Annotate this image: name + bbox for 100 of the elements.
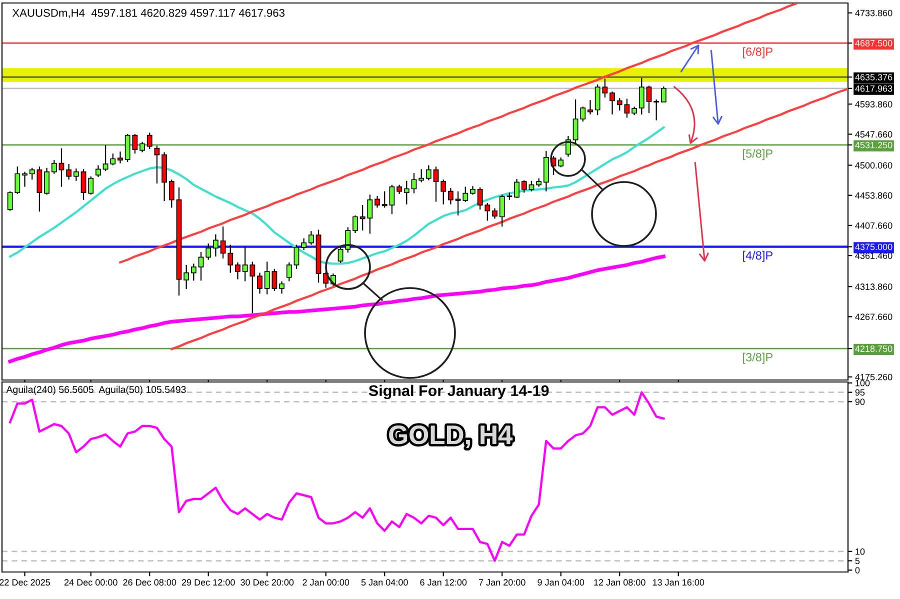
candlestick	[73, 168, 79, 182]
candlestick	[308, 230, 314, 246]
line-series	[170, 88, 848, 350]
line-series	[8, 254, 666, 364]
x-tick-label: 26 Dec 08:00	[123, 579, 176, 586]
candlestick	[80, 168, 86, 200]
candlestick	[396, 184, 402, 194]
x-tick-label: 24 Dec 00:00	[64, 579, 118, 586]
candlestick	[492, 208, 498, 220]
candlestick	[294, 244, 300, 270]
y-tick-label: 4593.860	[855, 101, 892, 108]
candlestick	[411, 172, 417, 194]
x-tick-label: 13 Jan 16:00	[652, 579, 704, 586]
candlestick	[257, 272, 262, 294]
candlestick	[140, 141, 145, 153]
candlestick	[279, 280, 284, 294]
candlestick	[228, 244, 234, 274]
line-series	[8, 126, 665, 265]
y-tick-label: 5	[855, 558, 860, 564]
candlestick	[404, 180, 410, 205]
ref-line-label: [4/8]P	[743, 250, 772, 262]
candlestick	[610, 91, 615, 115]
candlestick	[440, 179, 446, 205]
candlestick	[286, 262, 292, 282]
candlestick	[220, 226, 226, 260]
candlestick	[418, 168, 424, 183]
candlestick	[198, 251, 204, 282]
candlestick	[29, 167, 35, 180]
candlestick	[580, 106, 586, 122]
candlestick	[660, 86, 666, 103]
candlestick	[264, 261, 270, 295]
candlestick	[36, 166, 42, 212]
y-tick-label: 4687.500	[855, 40, 892, 46]
y-tick-label: 95	[855, 389, 865, 396]
y-tick-label: 4407.660	[855, 222, 892, 229]
candlestick	[433, 166, 439, 202]
candlestick	[235, 262, 240, 280]
y-tick-label: 4313.860	[855, 284, 892, 290]
candlestick	[374, 195, 380, 208]
ref-line-label: [6/8]P	[743, 47, 772, 58]
candlestick	[110, 152, 116, 166]
candlestick	[588, 100, 593, 115]
candlestick	[455, 190, 461, 216]
candlestick	[66, 163, 72, 180]
ref-line-label: [5/8]P	[743, 149, 772, 160]
candlestick	[213, 234, 218, 258]
y-tick-label: 4635.376	[855, 74, 892, 80]
candlestick	[345, 226, 351, 254]
y-tick-label: 100	[856, 380, 870, 386]
candlestick	[572, 98, 578, 144]
candlestick	[22, 171, 28, 188]
y-tick-label: 4267.660	[855, 314, 892, 320]
x-tick-label: 7 Jan 20:00	[478, 579, 526, 586]
candlestick	[646, 85, 652, 114]
y-tick-label: 4453.860	[855, 192, 892, 199]
y-tick-label: 4218.750	[855, 346, 892, 352]
candlestick	[654, 98, 660, 121]
candlestick	[566, 135, 571, 158]
y-tick-label: 90	[855, 398, 865, 406]
x-tick-label: 29 Dec 12:00	[182, 579, 235, 586]
candlestick	[88, 176, 94, 196]
candlestick	[44, 167, 50, 196]
candlestick	[521, 180, 527, 194]
y-tick-label: 4375.000	[855, 244, 892, 250]
candlestick	[51, 160, 57, 174]
candlestick	[624, 98, 630, 118]
annotation: Signal For January 14-19	[368, 384, 549, 400]
candlestick	[206, 242, 212, 260]
annotation: Aguila(240) 56.5605 Aguila(50) 105.5493	[6, 386, 186, 395]
candlestick	[499, 194, 505, 228]
candlestick	[352, 214, 358, 234]
candlestick	[96, 164, 101, 178]
ref-line-label: [3/8]P	[743, 352, 772, 364]
x-tick-label: 30 Dec 20:00	[240, 579, 294, 586]
y-tick-label: 4733.860	[855, 10, 892, 16]
candlestick	[272, 268, 278, 292]
x-tick-label: 12 Jan 08:00	[594, 579, 646, 586]
y-tick-label: 0	[855, 567, 860, 574]
candlestick	[462, 186, 468, 202]
candlestick	[168, 179, 174, 208]
x-tick-label: 6 Jan 12:00	[420, 579, 467, 586]
y-tick-label: 4361.460	[855, 252, 892, 259]
x-tick-label: 5 Jan 04:00	[361, 579, 408, 586]
candlestick	[102, 144, 108, 172]
candlestick	[382, 190, 388, 208]
candlestick	[389, 184, 395, 215]
candlestick	[558, 156, 564, 168]
y-tick-label: 10	[856, 548, 865, 555]
x-tick-label: 9 Jan 04:00	[538, 579, 584, 586]
candlestick	[154, 145, 160, 184]
x-tick-label: 2 Jan 00:00	[302, 579, 350, 586]
y-tick-label: 4175.260	[855, 374, 892, 380]
x-tick-label: 22 Dec 2025	[0, 579, 50, 586]
annotation: GOLD, H4	[389, 425, 513, 448]
candlestick	[448, 188, 454, 205]
candlestick	[184, 264, 190, 290]
candlestick	[638, 77, 644, 115]
candlestick	[528, 180, 534, 192]
candlestick	[616, 98, 622, 112]
candlestick	[514, 178, 520, 198]
